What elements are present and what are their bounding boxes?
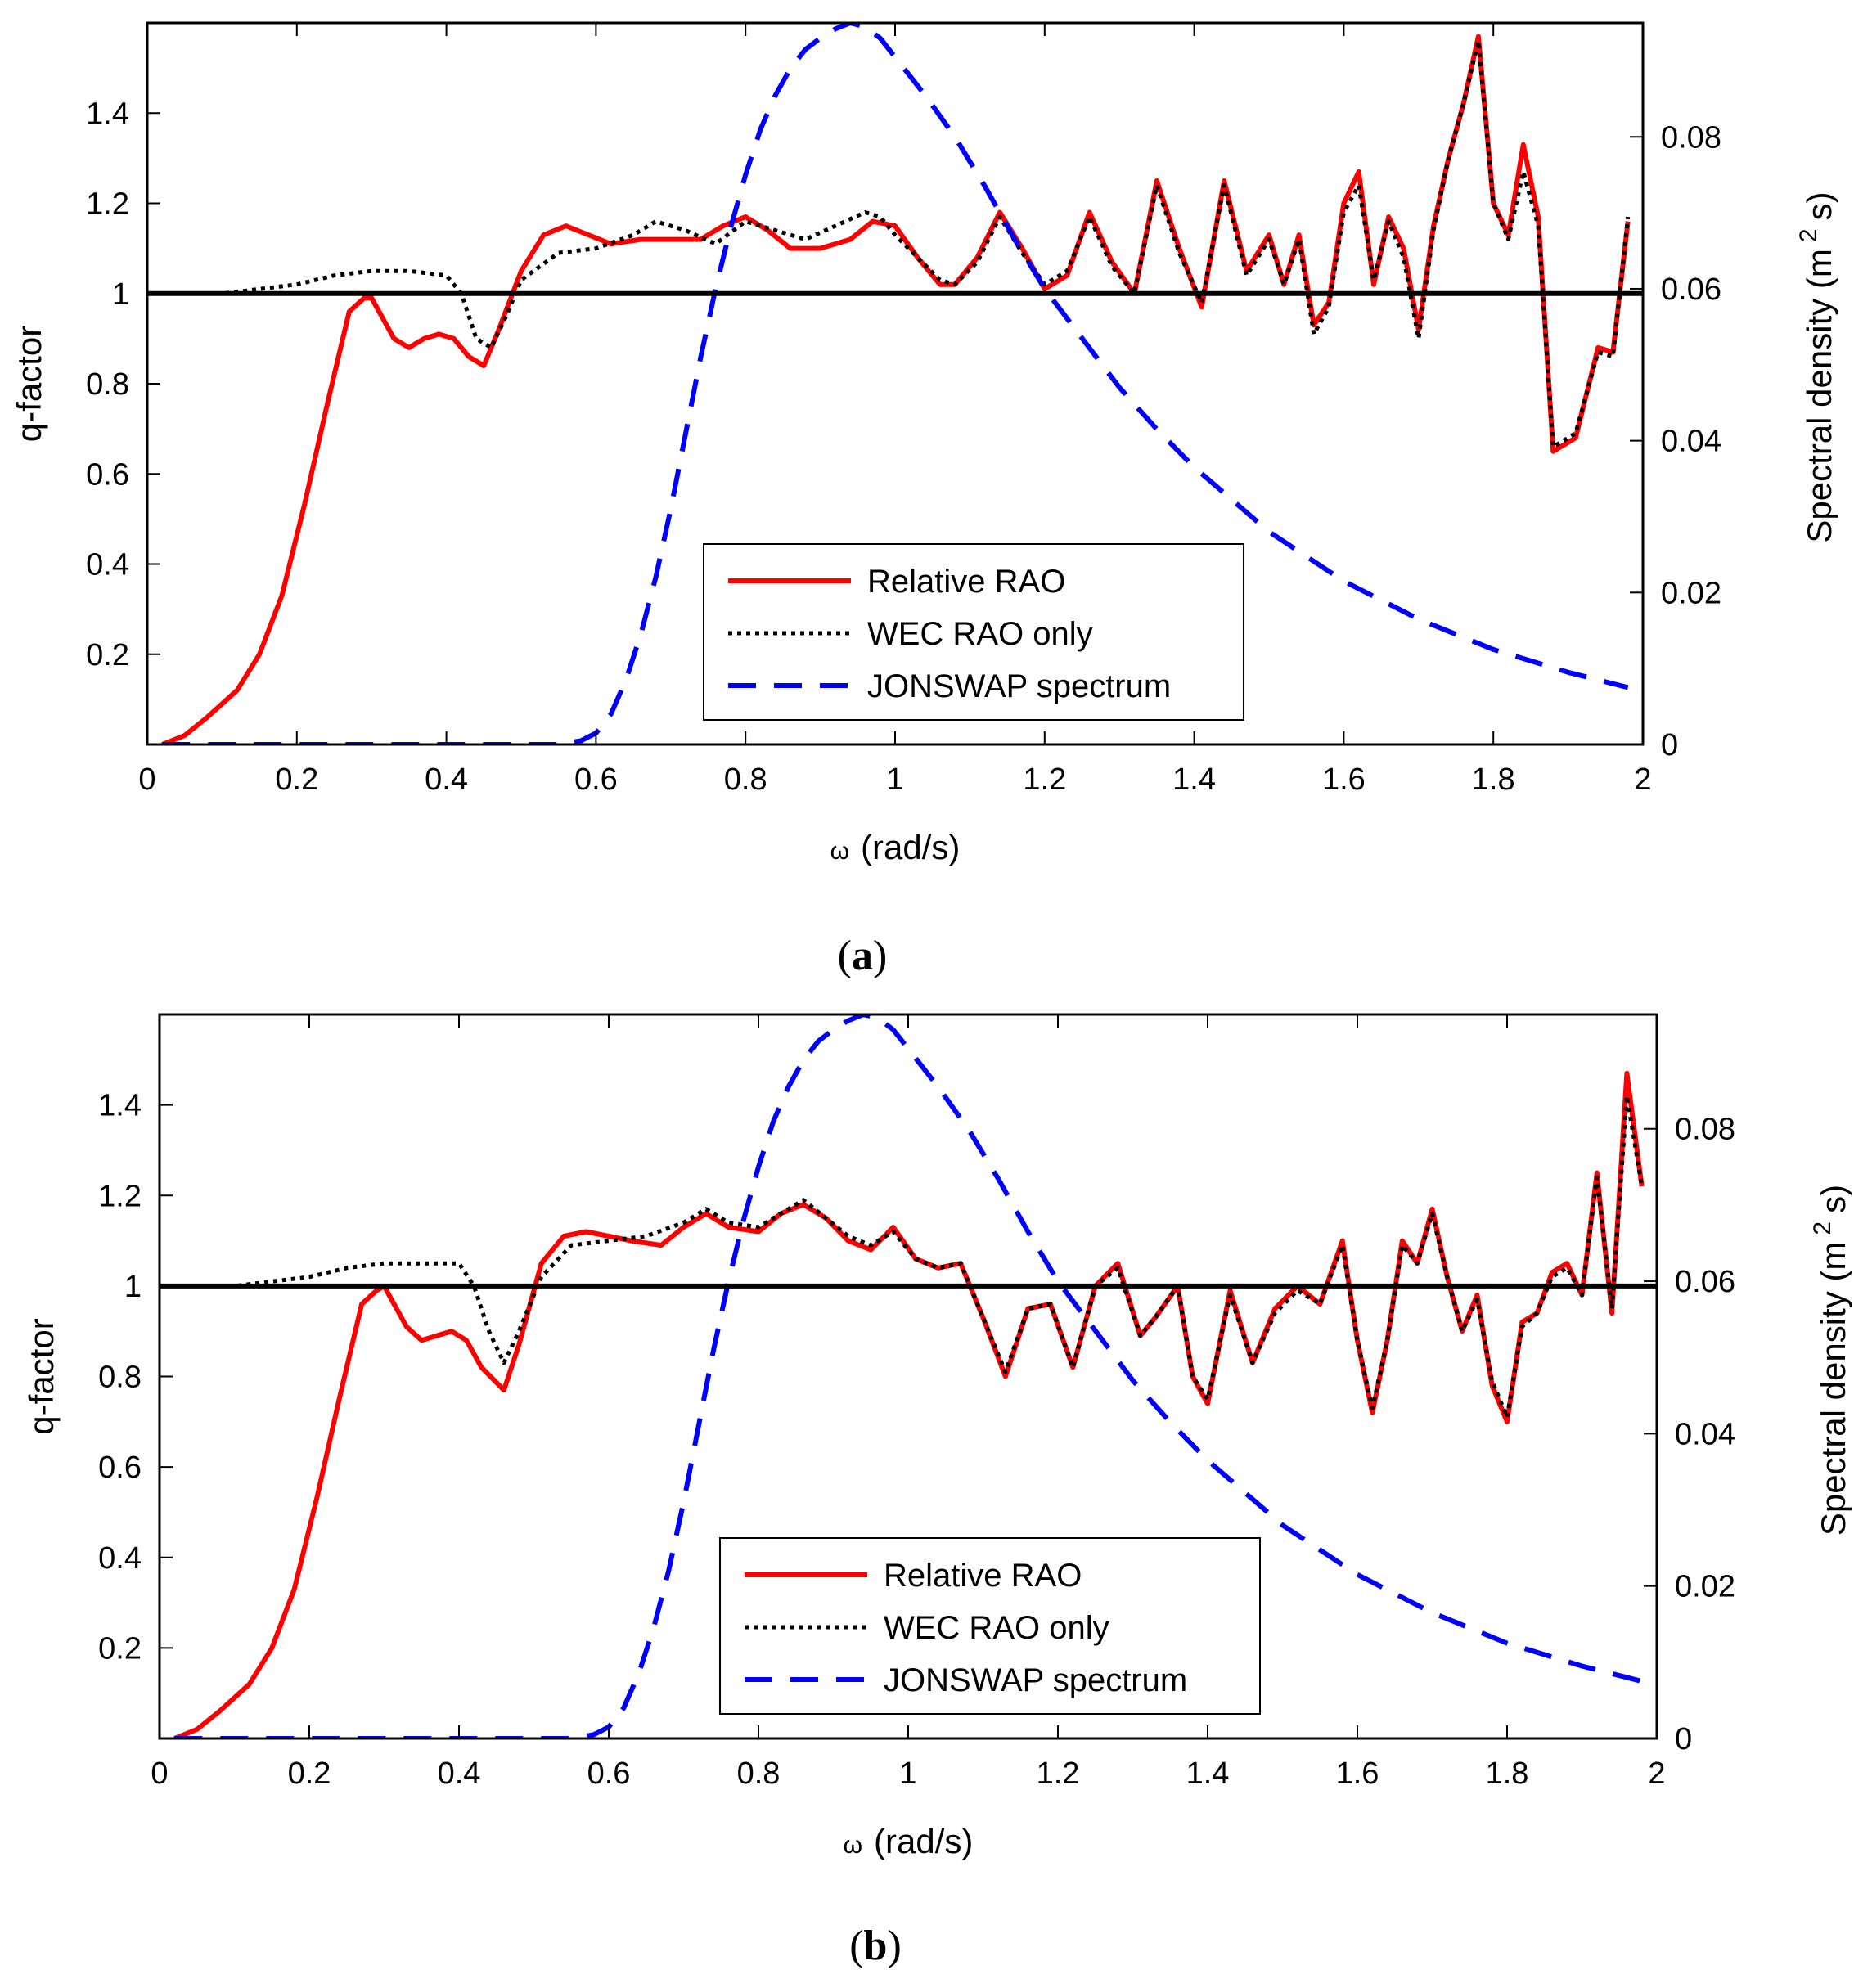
y-right-axis-label: Spectral density (m 2 s) [1795,191,1838,542]
legend-entry: Relative RAO [884,1558,1082,1594]
chart-panel-a: 0 0.2 0.4 0.6 0.8 1 1.2 1.4 1.6 1.8 2 0.2 0.4 0.6 0.8 1… [10,21,1838,979]
y-left-axis-label: q-factor [22,1318,61,1434]
y-right-tick-label: 0 [1675,1722,1692,1756]
y-right-tick-label: 0.04 [1675,1417,1735,1451]
series-line-wec-rao-only [162,38,1631,449]
y-left-tick-label: 0.4 [86,548,129,582]
x-tick-label: 0 [138,762,155,797]
x-tick-label: 0.2 [288,1756,331,1791]
y-left-tick-label: 1.4 [98,1089,142,1123]
caption-open: ( [849,1923,863,1969]
caption-close: ) [873,933,887,979]
y-right-axis-label: Spectral density (m 2 s) [1809,1185,1852,1536]
x-tick-label: 1 [886,762,903,797]
caption-letter: a [852,933,873,979]
y-left-tick-label: 1 [112,277,129,312]
y-right-tick-label: 0.02 [1675,1570,1735,1604]
x-tick-label: 0.2 [275,762,318,797]
x-axis-label: ω (rad/s) [830,828,961,866]
x-tick-label: 1.2 [1037,1756,1080,1791]
x-axis-symbol: ω [830,838,849,865]
x-tick-label: 1.6 [1336,1756,1379,1791]
x-tick-label: 1.6 [1322,762,1366,797]
y-left-axis-label: q-factor [10,326,48,442]
x-axis-label: ω (rad/s) [844,1822,974,1860]
series-line-wec-rao-only [174,1094,1645,1419]
series-line-jonswap-spectrum [162,23,1629,744]
chart-panel-b: 0 0.2 0.4 0.6 0.8 1 1.2 1.4 1.6 1.8 2 0.2 0.4 0.6 0.8 1… [22,1013,1852,1969]
x-tick-label: 0 [151,1756,168,1791]
y-right-tick-label: 0.06 [1661,272,1721,307]
y-left-tick-label: 0.8 [98,1361,142,1395]
legend-entry: JONSWAP spectrum [867,668,1171,704]
y-right-tick-label: 0.06 [1675,1265,1735,1299]
y-right-label-prefix: Spectral density (m [1800,249,1838,542]
x-tick-label: 1.8 [1486,1756,1529,1791]
caption-letter: b [864,1923,888,1969]
x-tick-label: 0.8 [724,762,767,797]
legend: Relative RAO WEC RAO only JONSWAP spectrum [703,543,1244,721]
y-right-label-sup: 2 [1809,1221,1836,1235]
x-tick-label: 1 [899,1756,916,1791]
x-tick-label: 1.4 [1172,762,1216,797]
y-left-tick-label: 0.2 [86,638,129,672]
x-tick-label: 2 [1634,762,1651,797]
x-tick-label: 0.6 [574,762,618,797]
y-left-tick-label: 0.8 [86,367,129,402]
y-left-tick-label: 1.2 [98,1179,142,1213]
y-right-label-sup: 2 [1795,228,1822,242]
y-right-tick-label: 0.02 [1661,576,1721,610]
y-right-tick-label: 0.08 [1661,120,1721,155]
figure-caption: (a) [838,933,888,979]
x-axis-unit: (rad/s) [861,828,960,866]
x-tick-label: 0.8 [737,1756,781,1791]
caption-open: ( [838,933,852,979]
y-right-label-suffix: s) [1800,191,1838,220]
x-axis-unit: (rad/s) [874,1822,973,1860]
y-left-tick-label: 1.2 [86,187,129,222]
x-axis-symbol: ω [844,1832,862,1859]
x-tick-label: 0.6 [587,1756,631,1791]
x-tick-label: 0.4 [425,762,468,797]
y-right-label-suffix: s) [1814,1185,1852,1213]
y-right-tick-label: 0 [1661,728,1678,762]
y-right-tick-label: 0.08 [1675,1113,1735,1147]
y-left-tick-label: 1.4 [86,97,129,131]
x-tick-label: 1.2 [1023,762,1066,797]
x-tick-label: 2 [1648,1756,1665,1791]
y-left-tick-label: 0.4 [98,1541,142,1576]
y-right-label-prefix: Spectral density (m [1814,1242,1852,1536]
x-tick-label: 0.4 [438,1756,481,1791]
y-right-tick-label: 0.04 [1661,425,1721,459]
caption-close: ) [887,1923,901,1969]
x-tick-label: 1.8 [1472,762,1515,797]
legend-entry: JONSWAP spectrum [884,1662,1187,1698]
legend-entry: WEC RAO only [867,616,1093,652]
series-line-relative-rao [161,34,1631,744]
legend: Relative RAO WEC RAO only JONSWAP spectrum [719,1537,1261,1715]
y-left-tick-label: 0.6 [86,457,129,492]
legend-entry: Relative RAO [867,564,1065,600]
y-left-tick-label: 0.2 [98,1631,142,1666]
figure-caption: (b) [849,1923,902,1969]
y-left-tick-label: 1 [124,1270,142,1304]
legend-entry: WEC RAO only [884,1610,1109,1646]
y-left-tick-label: 0.6 [98,1451,142,1485]
series-line-jonswap-spectrum [174,1014,1643,1738]
x-tick-label: 1.4 [1186,1756,1230,1791]
